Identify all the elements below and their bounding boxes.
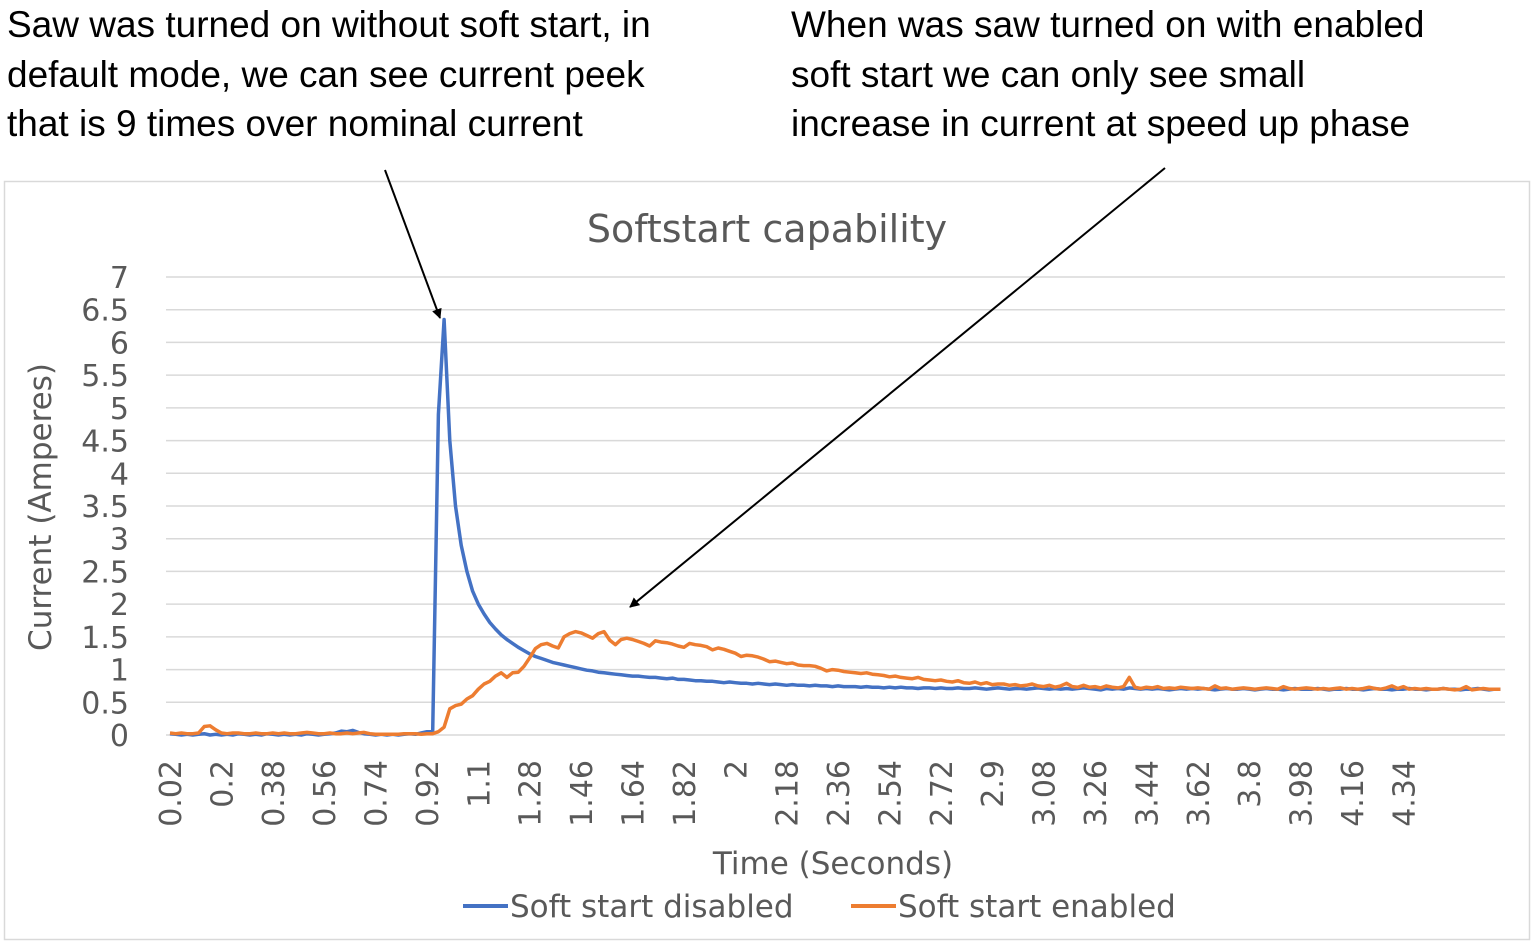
x-tick-label: 0.02 — [154, 760, 189, 827]
x-tick-label: 0.38 — [257, 760, 292, 827]
legend-label-disabled: Soft start disabled — [510, 889, 794, 925]
x-tick-label: 1.64 — [617, 760, 652, 827]
x-tick-label: 0.74 — [360, 760, 395, 827]
x-tick-label: 2.72 — [925, 760, 960, 827]
y-tick-label: 1 — [110, 654, 129, 689]
x-tick-label: 2.36 — [822, 760, 857, 827]
x-tick-label: 1.1 — [462, 760, 497, 808]
chart-frame — [3, 180, 1531, 941]
annotation-left: Saw was turned on without soft start, in… — [7, 0, 651, 149]
x-tick-label: 4.34 — [1387, 760, 1422, 827]
y-tick-label: 2.5 — [81, 555, 129, 590]
x-tick-label: 3.44 — [1130, 760, 1165, 827]
y-tick-label: 1.5 — [81, 621, 129, 656]
annotation-arrow-left — [384, 169, 442, 319]
legend: Soft start disabled Soft start enabled — [463, 889, 1176, 925]
y-tick-label: 7 — [110, 261, 129, 296]
y-tick-label: 3.5 — [81, 490, 129, 525]
y-tick-label: 0 — [110, 719, 129, 754]
x-tick-label: 3.26 — [1079, 760, 1114, 827]
annotation-line: When was saw turned on with enabled — [791, 4, 1425, 45]
y-tick-label: 4.5 — [81, 425, 129, 460]
annotation-right: When was saw turned on with enabled soft… — [791, 0, 1424, 149]
annotation-line: Saw was turned on without soft start, in — [7, 4, 651, 45]
annotation-line: soft start we can only see small — [791, 53, 1306, 95]
annotation-line: increase in current at speed up phase — [791, 103, 1411, 144]
y-tick-label: 2 — [110, 588, 129, 623]
x-tick-label: 1.46 — [565, 760, 600, 827]
x-tick-label: 3.8 — [1233, 760, 1268, 808]
x-tick-label: 2.9 — [976, 760, 1011, 808]
annotation-line: that is 9 times over nominal current — [7, 103, 583, 144]
y-tick-label: 6 — [110, 326, 129, 361]
y-tick-label: 3 — [110, 523, 129, 558]
x-tick-label: 2.54 — [873, 760, 908, 827]
x-tick-label: 1.82 — [668, 760, 703, 827]
x-axis-title: Time (Seconds) — [712, 846, 953, 882]
x-tick-label: 4.16 — [1336, 760, 1371, 827]
x-tick-label: 0.92 — [411, 760, 446, 827]
x-tick-label: 3.98 — [1285, 760, 1320, 827]
x-tick-label: 0.56 — [308, 760, 343, 827]
x-tick-label: 3.62 — [1182, 760, 1217, 827]
series-line-soft-start-enabled — [169, 629, 1501, 737]
y-tick-label: 6.5 — [81, 294, 129, 329]
y-tick-label: 4 — [110, 457, 129, 492]
legend-label-enabled: Soft start enabled — [898, 889, 1176, 925]
x-tick-label: 2 — [719, 760, 754, 779]
y-axis-title: Current (Amperes) — [23, 363, 59, 651]
annotation-arrow-right — [629, 167, 1166, 608]
x-tick-label: 3.08 — [1028, 760, 1063, 827]
x-tick-label: 1.28 — [514, 760, 549, 827]
annotation-line: default mode, we can see current peek — [7, 53, 645, 95]
x-tick-label: 2.18 — [771, 760, 806, 827]
y-tick-label: 5.5 — [81, 359, 129, 394]
y-tick-label: 5 — [110, 392, 129, 427]
chart-title: Softstart capability — [587, 207, 947, 251]
x-tick-label: 0.2 — [205, 760, 240, 808]
y-tick-label: 0.5 — [81, 686, 129, 721]
